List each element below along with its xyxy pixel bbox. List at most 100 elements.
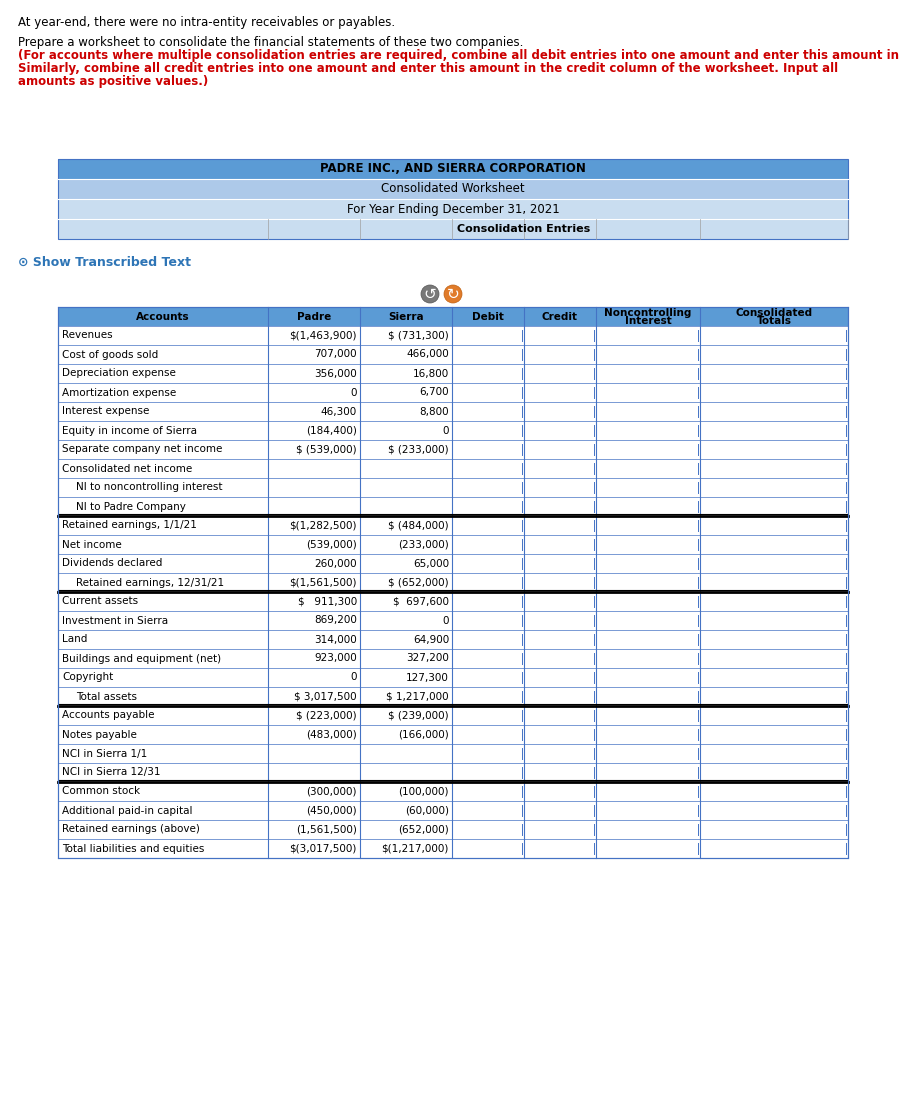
Text: NCI in Sierra 1/1: NCI in Sierra 1/1 xyxy=(62,749,147,759)
Text: Retained earnings (above): Retained earnings (above) xyxy=(62,824,200,834)
Bar xyxy=(58,839,848,858)
Bar xyxy=(58,159,848,179)
Text: Additional paid-in capital: Additional paid-in capital xyxy=(62,805,193,815)
Text: (166,000): (166,000) xyxy=(398,730,449,740)
Text: (539,000): (539,000) xyxy=(306,539,357,549)
Text: Padre: Padre xyxy=(296,312,332,322)
Text: NI to noncontrolling interest: NI to noncontrolling interest xyxy=(76,482,223,492)
Text: $   911,300: $ 911,300 xyxy=(297,596,357,606)
Bar xyxy=(58,610,848,631)
Text: (100,000): (100,000) xyxy=(398,786,449,797)
Text: Total assets: Total assets xyxy=(76,692,137,702)
Text: Retained earnings, 1/1/21: Retained earnings, 1/1/21 xyxy=(62,520,197,530)
Text: Credit: Credit xyxy=(542,312,578,322)
Text: $ 3,017,500: $ 3,017,500 xyxy=(295,692,357,702)
Text: Noncontrolling: Noncontrolling xyxy=(605,309,692,319)
Text: $ (539,000): $ (539,000) xyxy=(296,444,357,455)
Text: Notes payable: Notes payable xyxy=(62,730,137,740)
Text: $(1,463,900): $(1,463,900) xyxy=(289,331,357,341)
Text: 65,000: 65,000 xyxy=(413,558,449,568)
Bar xyxy=(58,649,848,668)
Bar xyxy=(58,307,848,326)
Text: Prepare a worksheet to consolidate the financial statements of these two compani: Prepare a worksheet to consolidate the f… xyxy=(18,36,523,49)
Text: $  697,600: $ 697,600 xyxy=(393,596,449,606)
Bar xyxy=(58,199,848,219)
Text: (450,000): (450,000) xyxy=(306,805,357,815)
Text: Equity in income of Sierra: Equity in income of Sierra xyxy=(62,426,197,436)
Text: (300,000): (300,000) xyxy=(306,786,357,797)
Bar xyxy=(58,179,848,199)
Bar xyxy=(58,725,848,744)
Bar xyxy=(58,782,848,801)
Text: 6,700: 6,700 xyxy=(419,388,449,398)
Text: ↺: ↺ xyxy=(423,286,436,302)
Text: (For accounts where multiple consolidation entries are required, combine all deb: (For accounts where multiple consolidati… xyxy=(18,49,901,62)
Text: $(1,561,500): $(1,561,500) xyxy=(289,577,357,587)
Text: Revenues: Revenues xyxy=(62,331,113,341)
Bar xyxy=(58,573,848,592)
Bar xyxy=(58,478,848,497)
Bar xyxy=(58,592,848,610)
Circle shape xyxy=(421,285,439,303)
Text: $ (731,300): $ (731,300) xyxy=(388,331,449,341)
Text: Copyright: Copyright xyxy=(62,673,114,683)
Bar xyxy=(58,687,848,706)
Text: (233,000): (233,000) xyxy=(398,539,449,549)
Text: Current assets: Current assets xyxy=(62,596,138,606)
Bar xyxy=(58,763,848,782)
Text: 0: 0 xyxy=(442,616,449,625)
Text: Depreciation expense: Depreciation expense xyxy=(62,369,176,379)
Text: $ (484,000): $ (484,000) xyxy=(388,520,449,530)
Bar xyxy=(58,402,848,421)
Text: 923,000: 923,000 xyxy=(314,654,357,664)
Text: Land: Land xyxy=(62,635,87,645)
Text: $(3,017,500): $(3,017,500) xyxy=(289,843,357,853)
Text: $(1,217,000): $(1,217,000) xyxy=(382,843,449,853)
Bar xyxy=(58,345,848,364)
Text: (483,000): (483,000) xyxy=(306,730,357,740)
Text: 327,200: 327,200 xyxy=(406,654,449,664)
Bar xyxy=(58,668,848,687)
Text: 260,000: 260,000 xyxy=(314,558,357,568)
Text: Similarly, combine all credit entries into one amount and enter this amount in t: Similarly, combine all credit entries in… xyxy=(18,62,838,75)
Bar xyxy=(58,516,848,535)
Text: Consolidated: Consolidated xyxy=(735,309,813,319)
Text: $ 1,217,000: $ 1,217,000 xyxy=(387,692,449,702)
Text: 466,000: 466,000 xyxy=(406,350,449,360)
Bar xyxy=(58,744,848,763)
Text: 356,000: 356,000 xyxy=(314,369,357,379)
Text: (1,561,500): (1,561,500) xyxy=(296,824,357,834)
Text: 0: 0 xyxy=(442,426,449,436)
Text: Accounts payable: Accounts payable xyxy=(62,711,154,721)
Text: $ (223,000): $ (223,000) xyxy=(296,711,357,721)
Text: NI to Padre Company: NI to Padre Company xyxy=(76,501,186,511)
Text: Accounts: Accounts xyxy=(136,312,190,322)
Bar xyxy=(58,706,848,725)
Text: Net income: Net income xyxy=(62,539,122,549)
Text: Cost of goods sold: Cost of goods sold xyxy=(62,350,159,360)
Text: 869,200: 869,200 xyxy=(314,616,357,625)
Text: Debit: Debit xyxy=(472,312,504,322)
Bar xyxy=(58,801,848,820)
Text: For Year Ending December 31, 2021: For Year Ending December 31, 2021 xyxy=(347,203,560,215)
Text: Retained earnings, 12/31/21: Retained earnings, 12/31/21 xyxy=(76,577,224,587)
Text: NCI in Sierra 12/31: NCI in Sierra 12/31 xyxy=(62,768,160,778)
Text: Total liabilities and equities: Total liabilities and equities xyxy=(62,843,205,853)
Text: Sierra: Sierra xyxy=(388,312,423,322)
Text: Interest expense: Interest expense xyxy=(62,407,150,417)
Bar xyxy=(58,631,848,649)
Bar xyxy=(58,459,848,478)
Text: 64,900: 64,900 xyxy=(413,635,449,645)
Text: Consolidated Worksheet: Consolidated Worksheet xyxy=(381,183,524,195)
Text: Common stock: Common stock xyxy=(62,786,141,797)
Text: Separate company net income: Separate company net income xyxy=(62,444,223,455)
Circle shape xyxy=(444,285,462,303)
Text: (60,000): (60,000) xyxy=(405,805,449,815)
Text: 707,000: 707,000 xyxy=(314,350,357,360)
Bar xyxy=(58,383,848,402)
Bar xyxy=(58,364,848,383)
Text: ⊙ Show Transcribed Text: ⊙ Show Transcribed Text xyxy=(18,256,191,268)
Bar xyxy=(58,159,848,240)
Text: Interest: Interest xyxy=(624,315,671,325)
Text: (652,000): (652,000) xyxy=(398,824,449,834)
